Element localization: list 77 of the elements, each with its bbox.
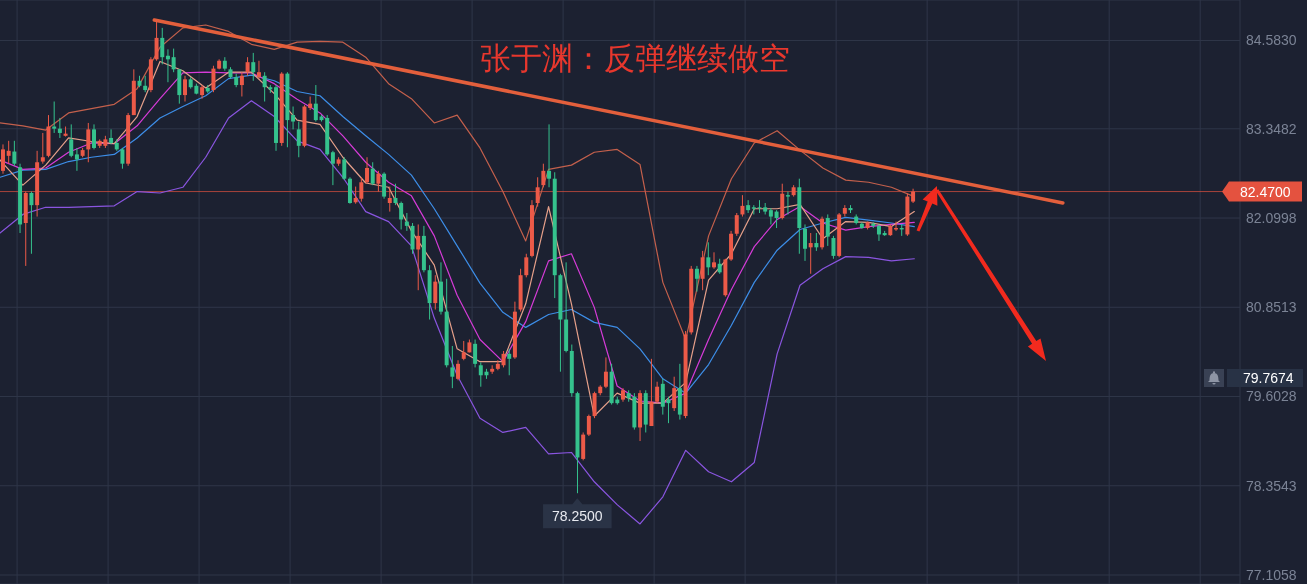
candlestick	[746, 199, 751, 214]
candlestick	[768, 207, 773, 225]
candlestick	[410, 222, 415, 255]
candlestick	[655, 381, 660, 404]
candlestick	[29, 191, 34, 255]
candlestick	[450, 345, 455, 389]
candlestick	[433, 274, 438, 311]
candlestick	[330, 150, 335, 186]
y-tick-label: 84.5830	[1246, 32, 1297, 49]
candlestick	[712, 251, 716, 270]
candlestick	[473, 339, 478, 368]
y-tick-label: 82.0998	[1246, 210, 1297, 226]
candlestick	[461, 340, 466, 361]
candlestick	[541, 163, 546, 188]
candlestick	[399, 201, 404, 230]
candlestick	[109, 128, 114, 145]
candlestick	[507, 348, 512, 376]
text: 79.7674	[1243, 370, 1294, 387]
candlestick	[239, 71, 244, 97]
candlestick	[825, 213, 830, 247]
y-tick-label: 80.8513	[1246, 299, 1297, 316]
candlestick	[586, 414, 591, 437]
candlestick	[785, 191, 790, 215]
candlestick	[592, 391, 597, 419]
candlestick	[296, 121, 301, 158]
candlestick	[831, 235, 836, 260]
candlestick	[74, 147, 79, 172]
candlestick	[86, 122, 91, 163]
candlestick	[256, 60, 261, 80]
candlestick	[160, 27, 165, 65]
candlestick	[859, 221, 864, 230]
text: 张于渊：反弹继续做空	[479, 40, 791, 76]
candlestick	[700, 250, 705, 291]
candlestick	[40, 132, 45, 165]
candlestick	[694, 265, 699, 293]
candlestick	[69, 123, 74, 158]
candlestick	[251, 52, 256, 82]
candlestick	[672, 376, 677, 412]
candlestick	[803, 223, 807, 262]
candlestick	[495, 359, 500, 371]
candlestick	[524, 253, 529, 278]
candlestick	[308, 96, 313, 111]
candlestick	[57, 117, 62, 139]
candlestick	[171, 48, 176, 73]
candlestick	[547, 123, 552, 188]
candlestick	[393, 183, 398, 206]
candlestick	[211, 65, 216, 93]
annotation: 78.2500	[552, 508, 603, 525]
candlestick	[342, 156, 347, 181]
y-tick-label: 77.1058	[1246, 566, 1297, 583]
candlestick	[245, 56, 250, 77]
candlestick	[12, 140, 17, 167]
ref-line-label: 82.4700	[1240, 183, 1291, 200]
candlestick	[313, 84, 318, 123]
candlestick	[603, 356, 608, 389]
candlestick	[6, 140, 11, 165]
candlestick	[183, 75, 187, 102]
candlestick	[456, 359, 461, 381]
candlestick	[120, 147, 125, 170]
line-series	[0, 100, 915, 525]
candlestick	[382, 171, 387, 200]
candlestick	[706, 241, 711, 276]
candlestick	[416, 223, 421, 291]
candlestick	[370, 161, 375, 186]
y-tick-label: 78.3543	[1246, 477, 1297, 494]
candlestick	[1, 143, 5, 175]
y-tick-label: 79.6028	[1246, 388, 1297, 405]
candlestick	[291, 106, 296, 130]
candlestick	[808, 232, 813, 275]
candlestick	[365, 156, 370, 185]
candlestick	[734, 212, 739, 237]
y-tick-label: 83.3482	[1246, 120, 1297, 137]
candlestick	[92, 123, 96, 150]
candlestick	[876, 223, 881, 242]
candlestick	[740, 194, 745, 218]
candlestick	[660, 378, 665, 416]
candlestick	[262, 71, 267, 102]
